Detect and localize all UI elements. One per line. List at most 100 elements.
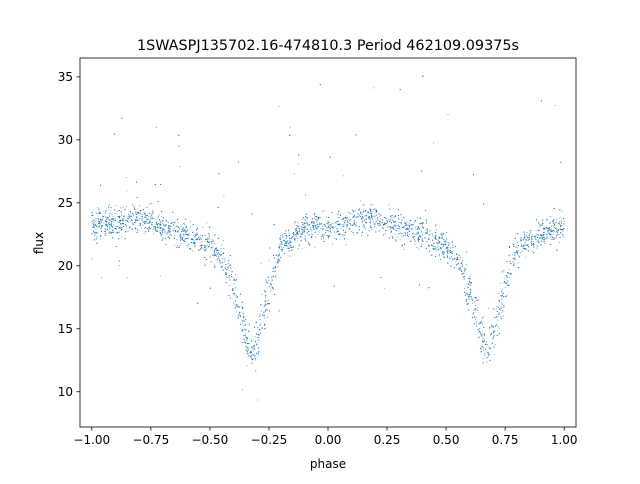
data-point (523, 237, 525, 239)
data-point (398, 226, 400, 228)
data-point (98, 223, 100, 225)
data-point (106, 223, 108, 225)
data-point (438, 249, 440, 251)
data-point (98, 208, 100, 210)
data-point (340, 227, 342, 229)
data-point (472, 317, 474, 319)
data-point (303, 229, 305, 231)
data-point (145, 220, 148, 222)
data-point (367, 211, 369, 213)
data-point (245, 328, 247, 331)
data-point (227, 265, 230, 267)
data-point (117, 221, 119, 223)
data-point (155, 126, 157, 128)
data-point (556, 232, 558, 234)
data-point (490, 334, 492, 336)
data-point (179, 239, 181, 241)
data-point (295, 236, 297, 238)
data-point (207, 237, 209, 239)
data-point (554, 104, 557, 107)
data-point (195, 235, 197, 237)
data-point (550, 228, 552, 230)
data-point (542, 236, 545, 238)
data-point (467, 303, 469, 305)
data-point (333, 230, 335, 232)
data-point (239, 293, 241, 295)
data-point (302, 229, 304, 231)
data-point (234, 287, 236, 289)
data-point (167, 230, 170, 232)
data-point (157, 217, 159, 219)
data-point (432, 235, 434, 237)
data-point (475, 318, 477, 320)
data-point (271, 287, 273, 289)
data-point (206, 222, 208, 224)
data-point (295, 234, 297, 236)
data-point (369, 212, 371, 214)
data-point (245, 345, 247, 348)
data-point (391, 236, 393, 238)
data-point (216, 249, 218, 251)
data-point (403, 243, 406, 245)
data-point (185, 231, 187, 233)
data-point (317, 223, 319, 225)
data-point (554, 230, 556, 232)
data-point (551, 220, 553, 222)
data-point (315, 236, 317, 238)
data-point (108, 206, 110, 208)
data-point (552, 236, 554, 238)
data-point (185, 218, 187, 220)
data-point (420, 245, 422, 247)
data-point (474, 297, 476, 299)
data-point (124, 224, 127, 226)
data-point (467, 294, 469, 296)
data-point (150, 215, 152, 218)
data-point (483, 341, 485, 343)
data-point (192, 224, 194, 226)
data-point (417, 231, 419, 233)
data-point (491, 333, 493, 335)
data-point (374, 208, 376, 210)
data-point (322, 237, 325, 239)
data-point (304, 238, 306, 240)
data-point (528, 237, 530, 239)
data-point (129, 215, 131, 217)
data-point (169, 234, 171, 236)
data-point (380, 276, 382, 279)
data-point (370, 209, 372, 211)
data-point (453, 266, 455, 269)
data-point (284, 243, 286, 245)
data-point (397, 215, 400, 217)
data-point (113, 223, 115, 226)
data-point (99, 212, 101, 214)
data-point (210, 247, 212, 249)
data-point (143, 223, 146, 225)
data-point (375, 231, 377, 233)
data-point (324, 225, 326, 227)
data-point (122, 219, 124, 221)
data-point (481, 340, 484, 342)
data-point (331, 243, 334, 245)
data-point (372, 220, 374, 223)
data-point (507, 280, 509, 282)
data-point (359, 215, 361, 217)
data-point (432, 245, 434, 247)
data-point (540, 100, 543, 102)
data-point (242, 312, 244, 314)
data-point (206, 241, 208, 243)
data-point (338, 210, 340, 212)
data-point (418, 227, 420, 229)
data-point (180, 233, 182, 235)
data-point (440, 258, 442, 261)
data-point (451, 251, 453, 253)
data-point (209, 238, 211, 240)
data-point (409, 220, 411, 222)
data-point (438, 254, 440, 256)
data-point (342, 229, 344, 231)
data-point (447, 241, 449, 243)
data-point (242, 341, 244, 344)
data-point (292, 246, 294, 248)
data-point (313, 217, 316, 219)
data-point (499, 309, 501, 311)
data-point (255, 332, 257, 334)
